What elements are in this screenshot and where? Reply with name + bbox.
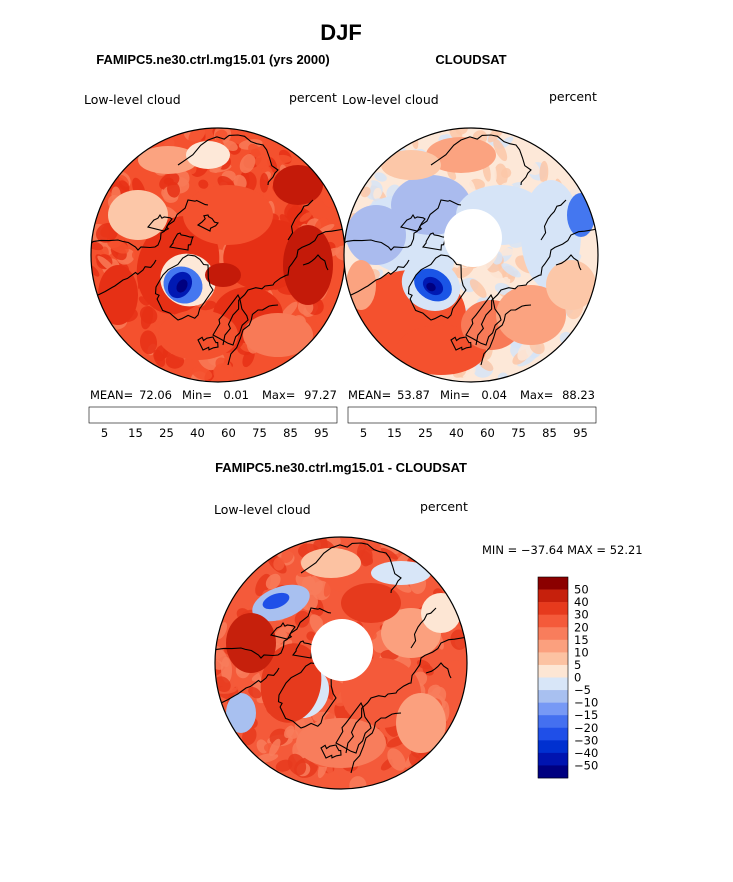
- difference-colorbar-tick-label: −20: [574, 721, 598, 735]
- left-max-label: Max=: [262, 388, 295, 402]
- cloudsat-missing-pole: [444, 209, 502, 267]
- difference-colorbar-swatch: [538, 602, 568, 615]
- right-min-value: 0.04: [481, 388, 507, 402]
- left-mean-value: 72.06: [139, 388, 172, 402]
- difference-colorbar-swatch: [538, 627, 568, 641]
- difference-colorbar-tick-label: −15: [574, 708, 598, 722]
- model-colorbar: 5 15 25 40 60 75 85 95: [88, 406, 338, 440]
- difference-colorbar-swatch: [538, 765, 568, 779]
- model-low-cloud-map: [90, 127, 346, 383]
- difference-colorbar-swatch: [538, 740, 568, 754]
- difference-colorbar-tick-label: 50: [574, 583, 589, 597]
- left-panel-variable-label: Low-level cloud: [84, 92, 181, 107]
- right-min-label: Min=: [440, 388, 470, 402]
- difference-colorbar-tick-label: 20: [574, 620, 589, 634]
- diff-minmax-label: MIN = −37.64 MAX = 52.21: [482, 543, 643, 557]
- diff-panel-subtitle: FAMIPC5.ne30.ctrl.mg15.01 - CLOUDSAT: [215, 460, 467, 475]
- right-mean-label: MEAN=: [348, 388, 391, 402]
- model-colorbar-tick-label: 95: [314, 426, 329, 440]
- cloudsat-colorbar-tick-label: 60: [480, 426, 495, 440]
- difference-colorbar-tick-label: 15: [574, 633, 589, 647]
- difference-colorbar-swatch: [538, 702, 568, 716]
- left-panel-stats: MEAN= 72.06 Min= 0.01 Max= 97.27: [90, 388, 337, 402]
- cloudsat-colorbar-tick-label: 40: [449, 426, 464, 440]
- right-panel-stats: MEAN= 53.87 Min= 0.04 Max= 88.23: [348, 388, 595, 402]
- difference-colorbar-tick-label: −5: [574, 683, 591, 697]
- cloudsat-low-cloud-map: [343, 127, 599, 383]
- difference-colorbar-swatch: [538, 652, 568, 666]
- model-colorbar-tick-label: 75: [252, 426, 267, 440]
- right-panel-subtitle: CLOUDSAT: [435, 52, 506, 67]
- difference-colorbar-swatch: [538, 752, 568, 766]
- cloudsat-colorbar: 5 15 25 40 60 75 85 95: [347, 406, 597, 440]
- difference-colorbar-swatch: [538, 577, 568, 590]
- left-min-label: Min=: [182, 388, 212, 402]
- right-max-value: 88.23: [562, 388, 595, 402]
- cloudsat-colorbar-tick-label: 75: [511, 426, 526, 440]
- difference-colorbar-swatch: [538, 589, 568, 603]
- difference-colorbar-swatch: [538, 639, 568, 653]
- difference-colorbar-swatch: [538, 677, 568, 691]
- difference-colorbar-tick-label: −10: [574, 696, 598, 710]
- left-panel-units-label: percent: [289, 90, 337, 105]
- difference-colorbar-swatch: [538, 690, 568, 703]
- difference-colorbar-tick-label: 5: [574, 658, 581, 672]
- difference-missing-pole: [311, 619, 373, 681]
- difference-colorbar-tick-label: 40: [574, 595, 589, 609]
- cloudsat-colorbar-tick-label: 25: [418, 426, 433, 440]
- page-title: DJF: [320, 20, 362, 45]
- difference-colorbar-swatch: [538, 614, 568, 628]
- difference-map: [214, 536, 468, 790]
- model-colorbar-tick-label: 15: [128, 426, 143, 440]
- difference-colorbar-tick-label: −50: [574, 758, 598, 772]
- difference-colorbar-tick-label: −30: [574, 733, 598, 747]
- left-min-value: 0.01: [223, 388, 249, 402]
- left-mean-label: MEAN=: [90, 388, 133, 402]
- diff-panel-units-label: percent: [420, 499, 468, 514]
- model-colorbar-tick-label: 85: [283, 426, 298, 440]
- difference-colorbar-tick-label: −40: [574, 746, 598, 760]
- right-panel-variable-label: Low-level cloud: [342, 92, 439, 107]
- right-max-label: Max=: [520, 388, 553, 402]
- left-panel-subtitle: FAMIPC5.ne30.ctrl.mg15.01 (yrs 2000): [96, 52, 329, 67]
- right-panel-units-label: percent: [549, 89, 597, 104]
- model-colorbar-tick-label: 5: [101, 426, 108, 440]
- difference-colorbar-tick-label: 0: [574, 671, 581, 685]
- model-colorbar-tick-label: 40: [190, 426, 205, 440]
- model-colorbar-tick-label: 60: [221, 426, 236, 440]
- model-colorbar-tick-label: 25: [159, 426, 174, 440]
- cloudsat-colorbar-tick-label: 5: [360, 426, 367, 440]
- difference-colorbar-swatch: [538, 664, 568, 678]
- diff-panel-variable-label: Low-level cloud: [214, 502, 311, 517]
- difference-colorbar-swatch: [538, 715, 568, 729]
- cloudsat-colorbar-tick-label: 85: [542, 426, 557, 440]
- difference-colorbar-tick-label: 10: [574, 645, 589, 659]
- cloudsat-colorbar-tick-label: 15: [387, 426, 402, 440]
- difference-colorbar-tick-label: 30: [574, 608, 589, 622]
- right-mean-value: 53.87: [397, 388, 430, 402]
- cloudsat-colorbar-tick-label: 95: [573, 426, 588, 440]
- difference-colorbar-swatch: [538, 727, 568, 741]
- left-max-value: 97.27: [304, 388, 337, 402]
